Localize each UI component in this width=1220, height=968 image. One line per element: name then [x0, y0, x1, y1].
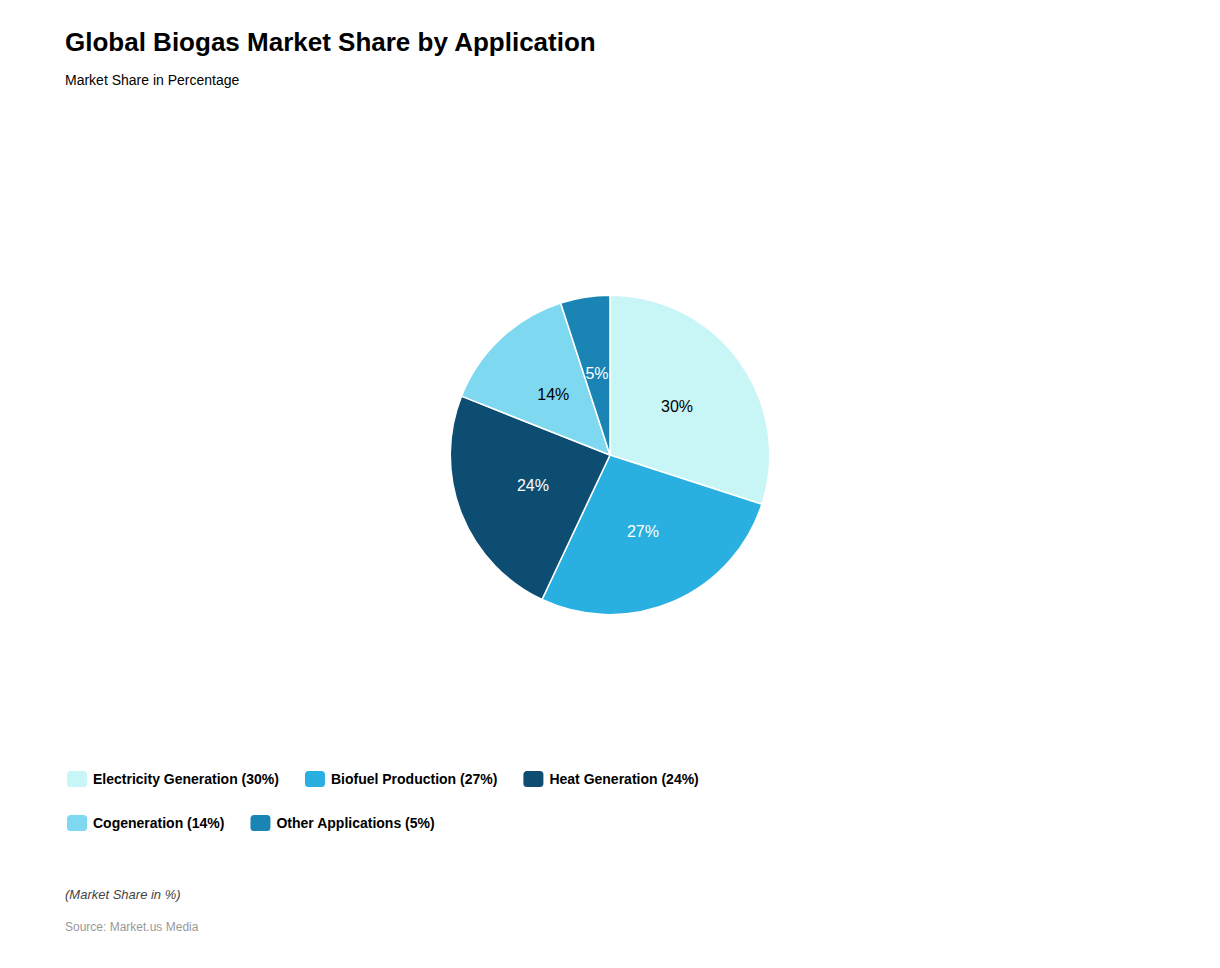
svg-text:Source: Market.us Media: Source: Market.us Media — [65, 920, 199, 934]
svg-text:Biofuel Production (27%): Biofuel Production (27%) — [331, 771, 497, 787]
svg-text:(Market Share in %): (Market Share in %) — [65, 887, 181, 902]
svg-text:30%: 30% — [661, 398, 693, 415]
svg-text:Market Share in Percentage: Market Share in Percentage — [65, 72, 240, 88]
svg-text:24%: 24% — [517, 477, 549, 494]
svg-text:Global Biogas Market Share by: Global Biogas Market Share by Applicatio… — [65, 27, 596, 57]
svg-text:Heat Generation (24%): Heat Generation (24%) — [549, 771, 698, 787]
svg-text:Other Applications (5%): Other Applications (5%) — [276, 815, 434, 831]
svg-text:27%: 27% — [627, 523, 659, 540]
svg-text:5%: 5% — [585, 365, 608, 382]
svg-text:14%: 14% — [537, 386, 569, 403]
svg-text:Electricity Generation (30%): Electricity Generation (30%) — [93, 771, 279, 787]
svg-text:Cogeneration (14%): Cogeneration (14%) — [93, 815, 224, 831]
